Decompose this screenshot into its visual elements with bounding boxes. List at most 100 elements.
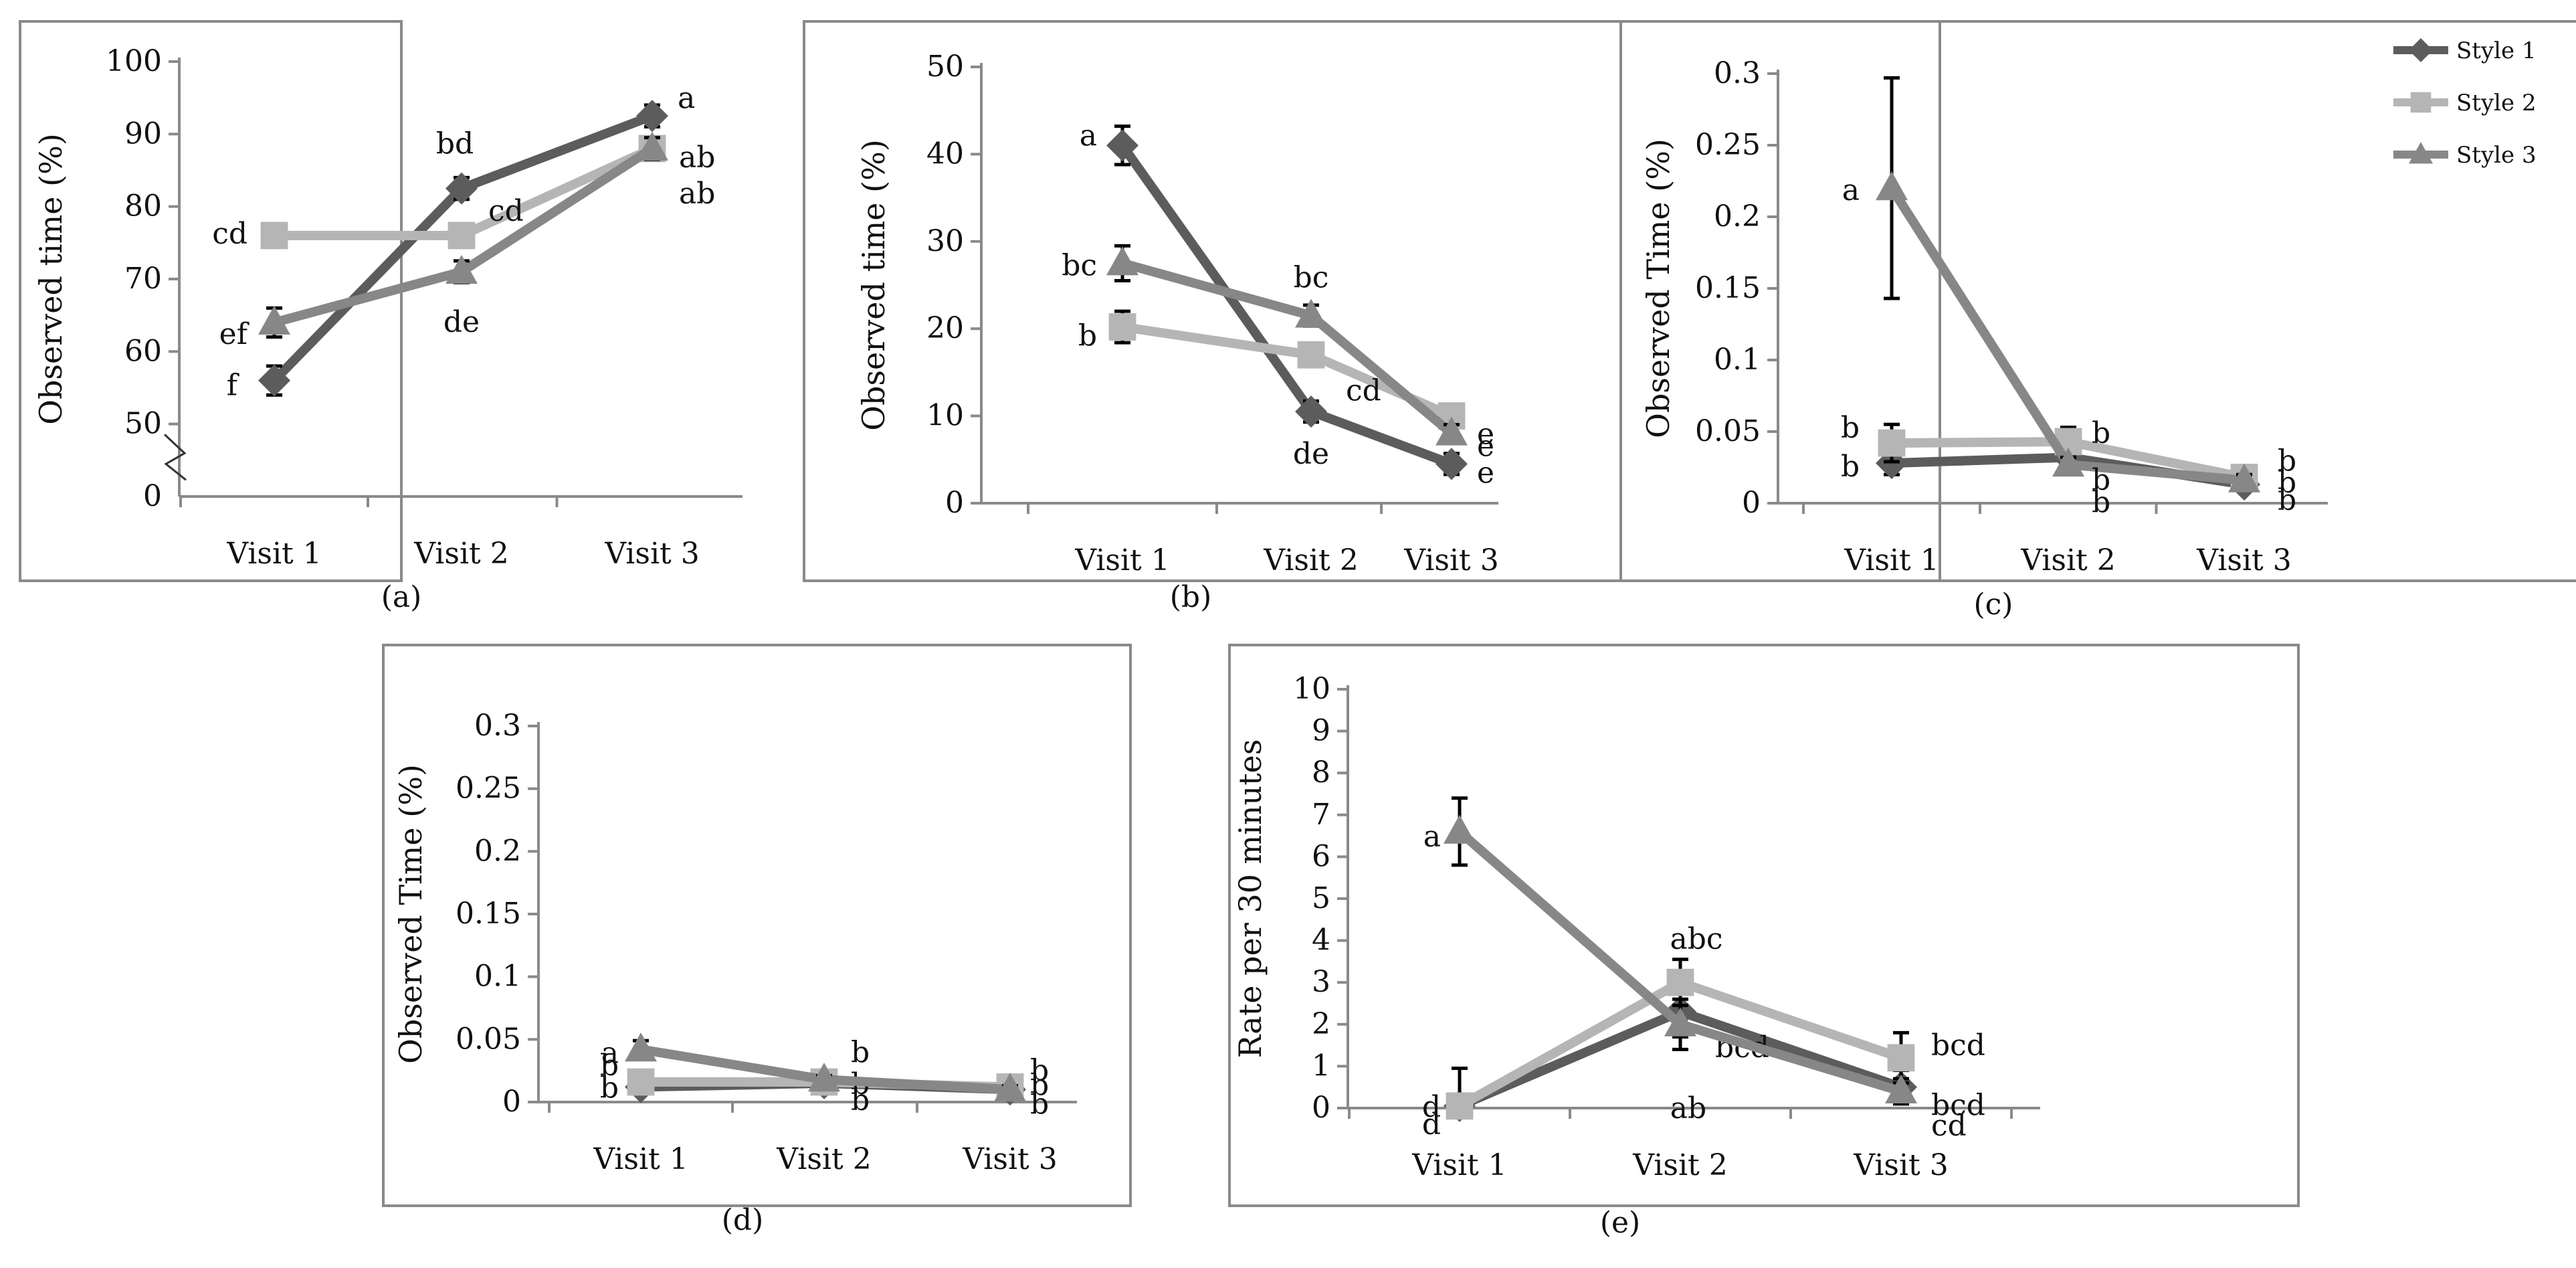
panel-c: 0 0.05 0.1 0.15 0.2 0.25 0.3 Visit 1 Visit 2 Visi… bbox=[1619, 20, 2576, 622]
significance-letter: bc bbox=[1294, 261, 1329, 295]
legend: Style 1 Style 2 Style 3 bbox=[2393, 37, 2537, 169]
data-point-style-3 bbox=[258, 305, 290, 335]
significance-letter: b bbox=[1030, 1069, 1049, 1103]
y-tick-label: 60 bbox=[124, 334, 162, 368]
x-tick-label: Visit 2 bbox=[413, 537, 508, 571]
y-tick-label: 0.05 bbox=[1695, 414, 1761, 448]
legend-marker bbox=[2409, 38, 2433, 62]
significance-letter: b bbox=[600, 1049, 619, 1083]
significance-letter: d bbox=[1422, 1090, 1441, 1124]
data-point-style-3 bbox=[2228, 463, 2260, 492]
data-point-style-2 bbox=[1108, 313, 1136, 341]
data-point-style-2 bbox=[1446, 1092, 1474, 1120]
significance-letter: cd bbox=[212, 217, 247, 251]
y-tick-label: 10 bbox=[1293, 672, 1330, 706]
significance-letter: b bbox=[1078, 319, 1097, 353]
significance-letter: a bbox=[1080, 118, 1097, 153]
significance-letter: de bbox=[443, 305, 480, 339]
significance-letter: b bbox=[2278, 466, 2296, 500]
data-point-style-3 bbox=[994, 1073, 1026, 1102]
legend-label: Style 1 bbox=[2456, 37, 2537, 64]
data-point-style-1 bbox=[636, 100, 668, 132]
y-tick-label: 0.3 bbox=[1714, 56, 1761, 90]
y-axis-title: Observed time (%) bbox=[856, 139, 892, 431]
significance-letter: a bbox=[1842, 173, 1860, 207]
data-point-style-3 bbox=[808, 1063, 840, 1092]
significance-letter: b bbox=[1841, 450, 1860, 484]
data-point-style-3 bbox=[625, 1032, 657, 1062]
panel-frame bbox=[1228, 644, 2300, 1207]
significance-letter: cd bbox=[1346, 373, 1381, 407]
data-point-style-2 bbox=[1878, 429, 1906, 457]
panel-frame bbox=[19, 20, 403, 582]
significance-letter: ab bbox=[1670, 1091, 1706, 1125]
significance-letter: e bbox=[1477, 418, 1494, 452]
x-tick-label: Visit 3 bbox=[1853, 1148, 1948, 1182]
data-point-style-3 bbox=[636, 131, 668, 161]
data-point-style-3 bbox=[1876, 171, 1908, 201]
y-tick-label: 0.15 bbox=[1695, 271, 1761, 305]
x-tick-label: Visit 2 bbox=[776, 1142, 871, 1176]
panel-label: (c) bbox=[1974, 587, 2013, 622]
y-tick-label: 6 bbox=[1312, 839, 1330, 873]
y-tick-label: 4 bbox=[1312, 923, 1330, 958]
y-tick-label: 0.15 bbox=[456, 897, 521, 931]
y-tick-label: 0 bbox=[1312, 1091, 1330, 1125]
y-tick-label: 20 bbox=[926, 311, 964, 345]
x-tick-label: Visit 1 bbox=[1411, 1148, 1506, 1182]
data-point-style-2 bbox=[627, 1068, 655, 1096]
data-point-style-1 bbox=[1435, 448, 1468, 480]
x-tick-label: Visit 1 bbox=[226, 537, 321, 571]
panel-label: (d) bbox=[722, 1203, 764, 1237]
y-tick-label: 80 bbox=[124, 189, 162, 223]
panel-frame bbox=[1619, 20, 2576, 582]
y-axis-title: Observed Time (%) bbox=[393, 764, 429, 1064]
significance-letter: ab bbox=[679, 141, 715, 175]
y-tick-label: 0 bbox=[1742, 486, 1761, 520]
significance-letter: b bbox=[2092, 416, 2110, 450]
y-tick-label: 1 bbox=[1312, 1049, 1330, 1083]
y-tick-label: 3 bbox=[1312, 965, 1330, 999]
significance-letter: ab bbox=[679, 177, 715, 211]
y-tick-label: 0 bbox=[945, 486, 964, 520]
data-point-style-3 bbox=[1295, 298, 1327, 328]
y-tick-label: 0 bbox=[502, 1085, 521, 1119]
y-tick-label: 0.1 bbox=[474, 960, 521, 994]
significance-letter: b bbox=[1030, 1087, 1049, 1121]
significance-letter: cd bbox=[1931, 1109, 1967, 1143]
significance-letter: ef bbox=[219, 317, 250, 351]
significance-letter: a bbox=[601, 1036, 619, 1070]
panel-label: (e) bbox=[1600, 1206, 1640, 1240]
x-tick-label: Visit 2 bbox=[1632, 1148, 1727, 1182]
y-tick-label: 40 bbox=[926, 137, 964, 171]
y-axis-title: Observed Time (%) bbox=[1640, 139, 1676, 438]
y-tick-label: 0.2 bbox=[1714, 199, 1761, 234]
y-tick-label: 10 bbox=[926, 399, 964, 433]
data-point-style-2 bbox=[1887, 1044, 1915, 1072]
significance-letter: de bbox=[1293, 437, 1329, 471]
data-point-style-3 bbox=[1664, 1007, 1696, 1036]
data-point-style-2 bbox=[1297, 341, 1325, 369]
data-point-style-1 bbox=[258, 364, 290, 397]
legend-label: Style 3 bbox=[2456, 142, 2537, 169]
significance-letter: bc bbox=[1062, 248, 1097, 282]
y-tick-label: 9 bbox=[1312, 714, 1330, 748]
data-point-style-3 bbox=[2052, 448, 2084, 477]
legend-marker bbox=[2410, 92, 2432, 113]
data-point-style-2 bbox=[260, 221, 288, 250]
x-tick-label: Visit 3 bbox=[604, 537, 699, 571]
panel-frame bbox=[382, 644, 1132, 1207]
x-tick-label: Visit 2 bbox=[2020, 543, 2115, 577]
y-tick-label: 5 bbox=[1312, 881, 1330, 915]
axis-break-mark bbox=[163, 434, 187, 481]
panel-e: 0 1 2 3 4 5 6 7 8 9 10 Visit 1 Visit 2 Visit 3 Rate pe… bbox=[1228, 644, 2300, 1240]
significance-letter: a bbox=[678, 81, 695, 115]
data-point-style-2 bbox=[1666, 968, 1694, 996]
panel-frame bbox=[803, 20, 1941, 582]
y-tick-label: 0.3 bbox=[474, 709, 521, 743]
x-tick-label: Visit 3 bbox=[962, 1142, 1057, 1176]
data-point-style-1 bbox=[1106, 129, 1138, 162]
legend-label: Style 2 bbox=[2456, 90, 2537, 116]
data-point-style-1 bbox=[445, 172, 478, 205]
